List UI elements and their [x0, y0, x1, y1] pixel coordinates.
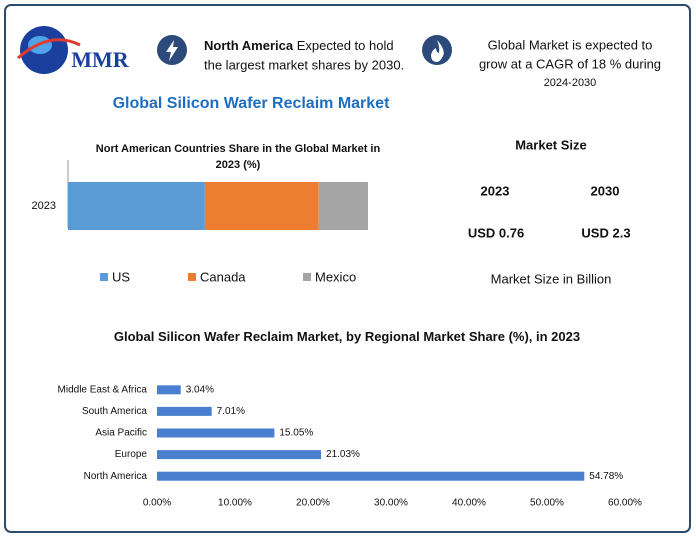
note2-line1: Global Market is expected to	[488, 37, 653, 52]
legend-swatch	[100, 273, 108, 281]
note1-text: Expected to hold	[297, 38, 394, 53]
x-tick-label: 0.00%	[143, 498, 171, 509]
bar	[157, 450, 322, 460]
year: 2030	[591, 183, 620, 198]
note1-line2: the largest market shares by 2030.	[204, 57, 404, 72]
market-size-note: Market Size in Billion	[491, 271, 612, 286]
x-tick-label: 40.00%	[452, 498, 486, 509]
bar-segment	[318, 182, 368, 230]
note1-line1: North America Expected to hold	[204, 38, 394, 53]
x-tick-label: 20.00%	[296, 498, 330, 509]
x-tick-label: 50.00%	[530, 498, 564, 509]
y-tick-label: 2023	[32, 200, 56, 212]
value-label: 21.03%	[326, 449, 360, 460]
value-label: 54.78%	[589, 471, 623, 482]
bolt	[166, 40, 178, 61]
legend-swatch	[188, 273, 196, 281]
market-size-title: Market Size	[515, 137, 587, 152]
y-tick-label: Asia Pacific	[95, 428, 147, 439]
market-value: USD 0.76	[468, 225, 524, 240]
y-tick-label: Europe	[115, 449, 148, 460]
frame	[4, 4, 691, 533]
bar	[157, 471, 585, 481]
x-tick-label: 30.00%	[374, 498, 408, 509]
chart-title: Nort American Countries Share in the Glo…	[95, 143, 381, 171]
bar	[157, 385, 181, 395]
value-label: 7.01%	[217, 406, 245, 417]
legend-swatch	[303, 273, 311, 281]
bar	[157, 406, 212, 416]
main-title: Global Silicon Wafer Reclaim Market	[113, 95, 390, 112]
chart-title: Global Silicon Wafer Reclaim Market, by …	[113, 329, 581, 344]
bar-segment	[68, 182, 205, 230]
x-tick-label: 10.00%	[218, 498, 252, 509]
value-label: 15.05%	[279, 428, 313, 439]
flame	[431, 40, 444, 62]
y-tick-label: Middle East & Africa	[58, 384, 148, 395]
year: 2023	[481, 183, 510, 198]
y-tick-label: South America	[82, 406, 147, 417]
legend-label: US	[112, 269, 130, 284]
legend-label: Mexico	[315, 269, 356, 284]
value-label: 3.04%	[186, 384, 214, 395]
icon-flame	[422, 35, 452, 65]
note1-bold: North America	[204, 38, 294, 53]
note2-line2: grow at a CAGR of 18 % during	[479, 56, 661, 71]
logo-text: MMR	[71, 47, 130, 72]
note2-line3: 2024-2030	[544, 77, 597, 89]
bar-segment	[204, 182, 319, 230]
legend-label: Canada	[200, 269, 246, 284]
bar	[157, 428, 275, 438]
y-tick-label: North America	[84, 471, 148, 482]
x-tick-label: 60.00%	[608, 498, 642, 509]
market-value: USD 2.3	[581, 225, 630, 240]
logo-swoosh	[17, 38, 81, 60]
